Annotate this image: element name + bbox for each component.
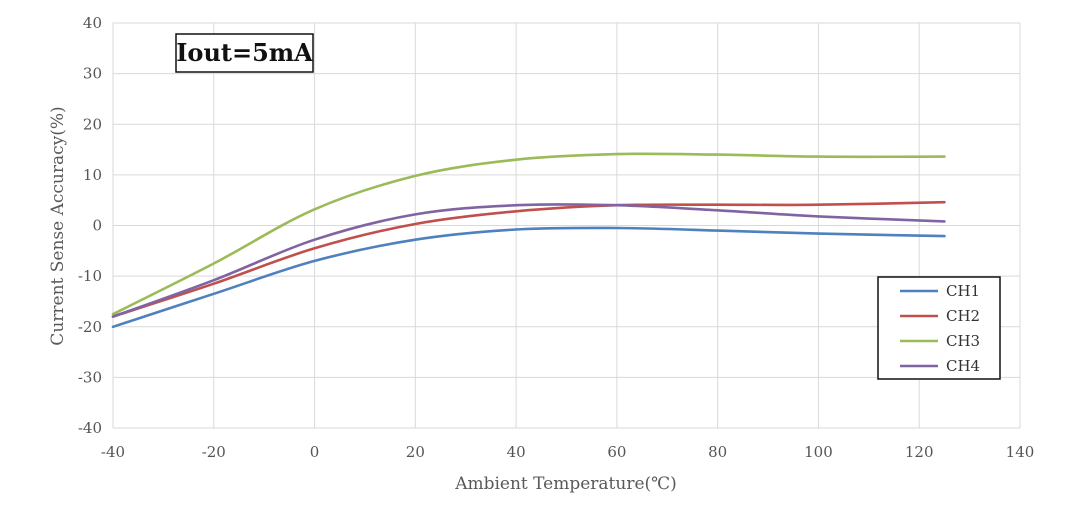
x-tick-label: 100 [804,443,833,461]
annotation-label: Iout=5mA [176,38,313,67]
x-tick-label: 40 [507,443,526,461]
x-tick-label: 80 [708,443,727,461]
x-tick-label: 60 [607,443,626,461]
legend-label-ch1: CH1 [946,282,980,300]
series-line-ch4 [111,203,946,318]
y-tick-label: -20 [78,318,102,336]
y-tick-label: 30 [83,65,102,83]
legend-frame [877,276,1001,380]
legend: CH1 CH2 CH3 CH4 [877,276,1001,380]
series-line-ch2 [111,200,946,318]
y-tick-label: -10 [78,267,102,285]
annotation-box: Iout=5mA [175,33,314,73]
y-tick-label: -30 [78,368,102,386]
y-tick-label: 40 [83,14,102,32]
legend-label-ch2: CH2 [946,307,980,325]
y-tick-label: 0 [92,217,102,235]
x-tick-label: 140 [1006,443,1035,461]
x-tick-label: 0 [310,443,320,461]
y-tick-label: 10 [83,166,102,184]
y-tick-label: 20 [83,115,102,133]
x-tick-label: 120 [905,443,934,461]
annotation-frame [175,33,314,73]
x-tick-label: 20 [406,443,425,461]
series-line-ch3 [111,152,946,316]
x-tick-label: -40 [101,443,125,461]
legend-label-ch4: CH4 [946,357,980,375]
x-tick-label: -20 [202,443,226,461]
y-axis-title: Current Sense Accuracy(%) [48,106,68,345]
series-layer [111,152,946,329]
legend-label-ch3: CH3 [946,332,980,350]
x-axis-title: Ambient Temperature(℃) [454,474,677,494]
y-tick-label: -40 [78,419,102,437]
series-line-ch1 [111,226,946,329]
